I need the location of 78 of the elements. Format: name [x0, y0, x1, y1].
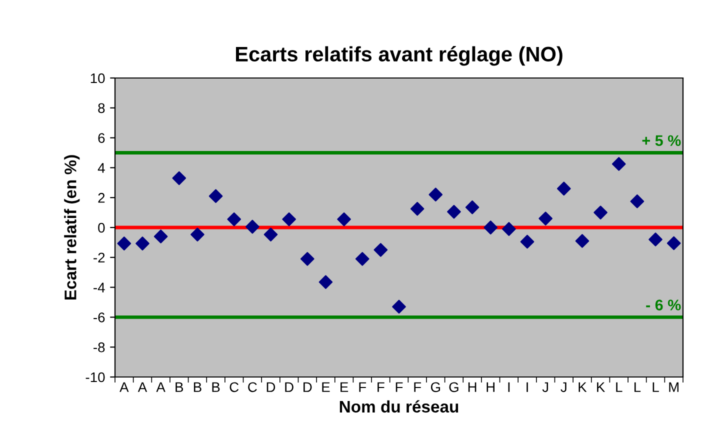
point: [612, 157, 626, 171]
point: [246, 220, 260, 234]
x-tick-label: B: [194, 382, 202, 392]
x-tick-label: B: [176, 382, 184, 392]
x-tick-label: I: [508, 382, 510, 392]
y-tick-label: 8: [98, 103, 105, 114]
x-tick-label: D: [266, 382, 276, 392]
point: [575, 234, 590, 248]
point: [374, 243, 388, 257]
point: [594, 206, 608, 220]
x-tick-label: F: [396, 382, 403, 392]
x-tick-label: J: [542, 382, 548, 392]
y-tick-label: 2: [98, 192, 105, 203]
point: [538, 212, 552, 226]
x-tick-label: K: [578, 382, 587, 392]
x-axis-title: Nom du réseau: [340, 400, 458, 413]
x-tick-label: E: [322, 382, 330, 392]
x-tick-label: H: [486, 382, 494, 392]
x-tick-label: L: [652, 382, 659, 392]
point: [484, 220, 498, 234]
y-tick-label: 0: [98, 222, 105, 233]
x-tick-label: F: [414, 382, 422, 392]
x-tick-label: J: [560, 382, 566, 392]
point: [630, 194, 644, 208]
point: [355, 252, 370, 266]
x-tick-label: E: [340, 382, 348, 392]
point: [447, 204, 461, 219]
x-tick-label: F: [359, 382, 366, 392]
point: [117, 236, 132, 250]
x-tick-label: D: [285, 382, 294, 392]
point: [337, 212, 351, 226]
y-tick-label: -2: [94, 252, 105, 262]
x-tick-label: C: [230, 382, 239, 392]
x-tick-label: G: [430, 382, 440, 392]
y-tick-label: 10: [90, 73, 105, 84]
x-tick-label: K: [597, 382, 606, 392]
y-tick-label: 4: [98, 163, 105, 173]
ref-line-label: + 5 %: [642, 135, 681, 146]
x-tick-label: G: [449, 382, 458, 392]
point: [465, 200, 480, 214]
y-tick-label: -6: [94, 312, 105, 322]
x-tick-label: A: [138, 382, 148, 392]
point: [227, 212, 242, 226]
x-tick-label: D: [304, 382, 312, 392]
point: [410, 202, 424, 216]
x-tick-label: H: [468, 382, 476, 392]
x-tick-label: F: [378, 382, 384, 392]
x-tick-label: A: [156, 382, 166, 392]
point: [502, 222, 516, 236]
point: [392, 300, 406, 314]
point: [208, 189, 223, 204]
x-tick-label: A: [120, 382, 129, 392]
point: [648, 232, 662, 246]
point: [318, 275, 333, 289]
y-axis-title: Ecart relatif (en %): [64, 155, 80, 300]
ref-line-label: - 6 %: [646, 300, 681, 310]
x-tick-label: B: [212, 382, 220, 392]
x-tick-label: I: [526, 382, 528, 392]
y-tick-label: -4: [94, 282, 105, 292]
y-tick-label: 6: [98, 133, 105, 143]
x-tick-label: C: [248, 382, 257, 392]
point: [190, 228, 204, 242]
y-tick-label: -8: [94, 342, 105, 352]
point: [154, 230, 168, 244]
x-tick-label: L: [634, 382, 641, 392]
point: [428, 188, 443, 202]
chart-title: Ecarts relatifs avant réglage (NO): [236, 46, 562, 66]
point: [556, 182, 571, 196]
point: [520, 234, 534, 249]
point: [264, 228, 278, 242]
point: [282, 212, 296, 226]
x-tick-label: L: [616, 382, 622, 392]
point: [136, 236, 150, 250]
point: [666, 236, 681, 250]
x-tick-label: M: [669, 382, 678, 392]
y-tick-label: -10: [86, 372, 105, 382]
point: [300, 252, 314, 266]
point: [172, 171, 186, 186]
